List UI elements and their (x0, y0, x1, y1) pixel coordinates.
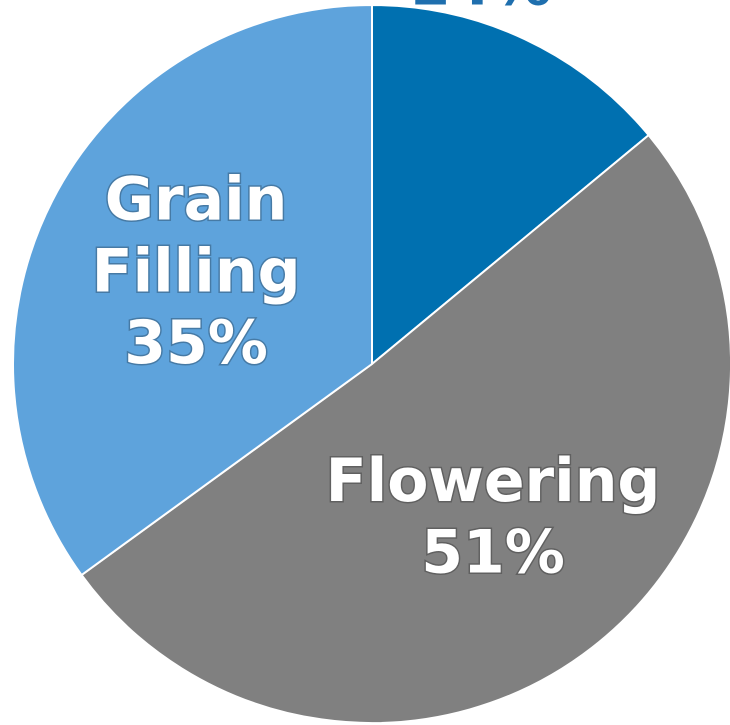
value-label: 51% (421, 518, 565, 588)
label-line: Filling (92, 236, 301, 306)
pie-slice (80, 133, 730, 724)
pie-slice (371, 3, 651, 367)
pie-slice (12, 3, 373, 577)
label-line: Grain (105, 164, 288, 234)
slice-label: 14% (408, 0, 552, 20)
label-line: Flowering (326, 446, 661, 516)
slice-label: Flowering (326, 446, 661, 516)
slice-label: Grain Filling (92, 164, 301, 306)
value-label: 35% (124, 308, 268, 378)
